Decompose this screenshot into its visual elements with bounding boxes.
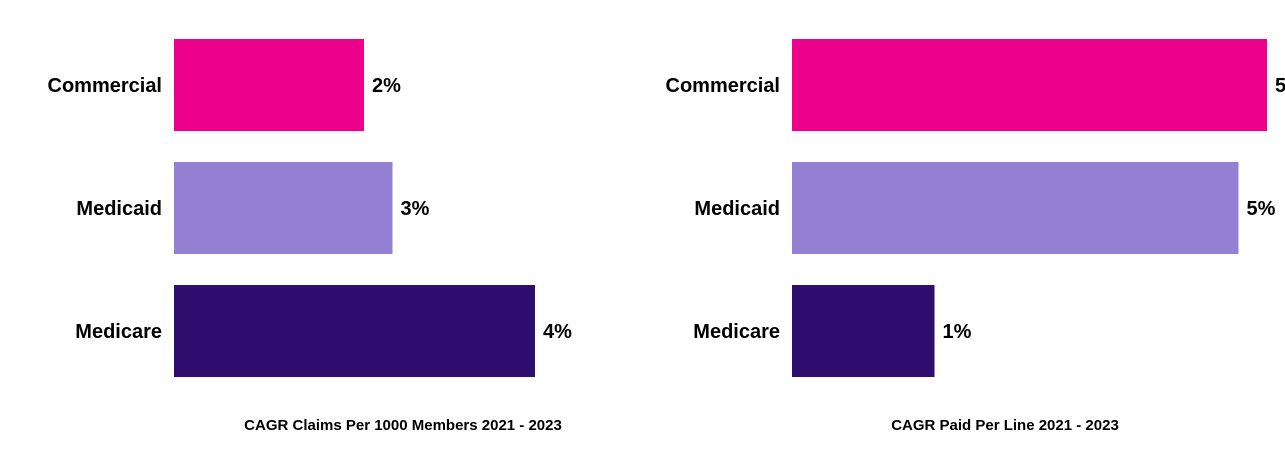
chart-paid-per-line: Commercial Medicaid Medicare 5% 5% 1% CA… [666, 39, 1285, 434]
category-label: Medicare [75, 321, 162, 343]
category-label: Medicaid [694, 198, 780, 220]
value-label: 3% [401, 198, 430, 220]
bar-commercial [792, 39, 1267, 131]
bar-medicaid [174, 162, 393, 254]
category-label: Commercial [666, 75, 781, 97]
chart-claims-per-1000: Commercial Medicaid Medicare 2% 3% 4% CA… [48, 39, 572, 434]
category-label: Medicaid [76, 198, 162, 220]
value-label: 5% [1275, 75, 1285, 97]
bar-commercial [174, 39, 364, 131]
value-label: 5% [1247, 198, 1276, 220]
bar-medicare [174, 285, 535, 377]
chart-title: CAGR Claims Per 1000 Members 2021 - 2023 [244, 417, 562, 434]
chart-title: CAGR Paid Per Line 2021 - 2023 [891, 417, 1119, 434]
bar-medicaid [792, 162, 1239, 254]
value-label: 2% [372, 75, 401, 97]
value-label: 4% [543, 321, 572, 343]
bar-medicare [792, 285, 935, 377]
value-label: 1% [943, 321, 972, 343]
category-label: Medicare [693, 321, 780, 343]
category-label: Commercial [48, 75, 163, 97]
